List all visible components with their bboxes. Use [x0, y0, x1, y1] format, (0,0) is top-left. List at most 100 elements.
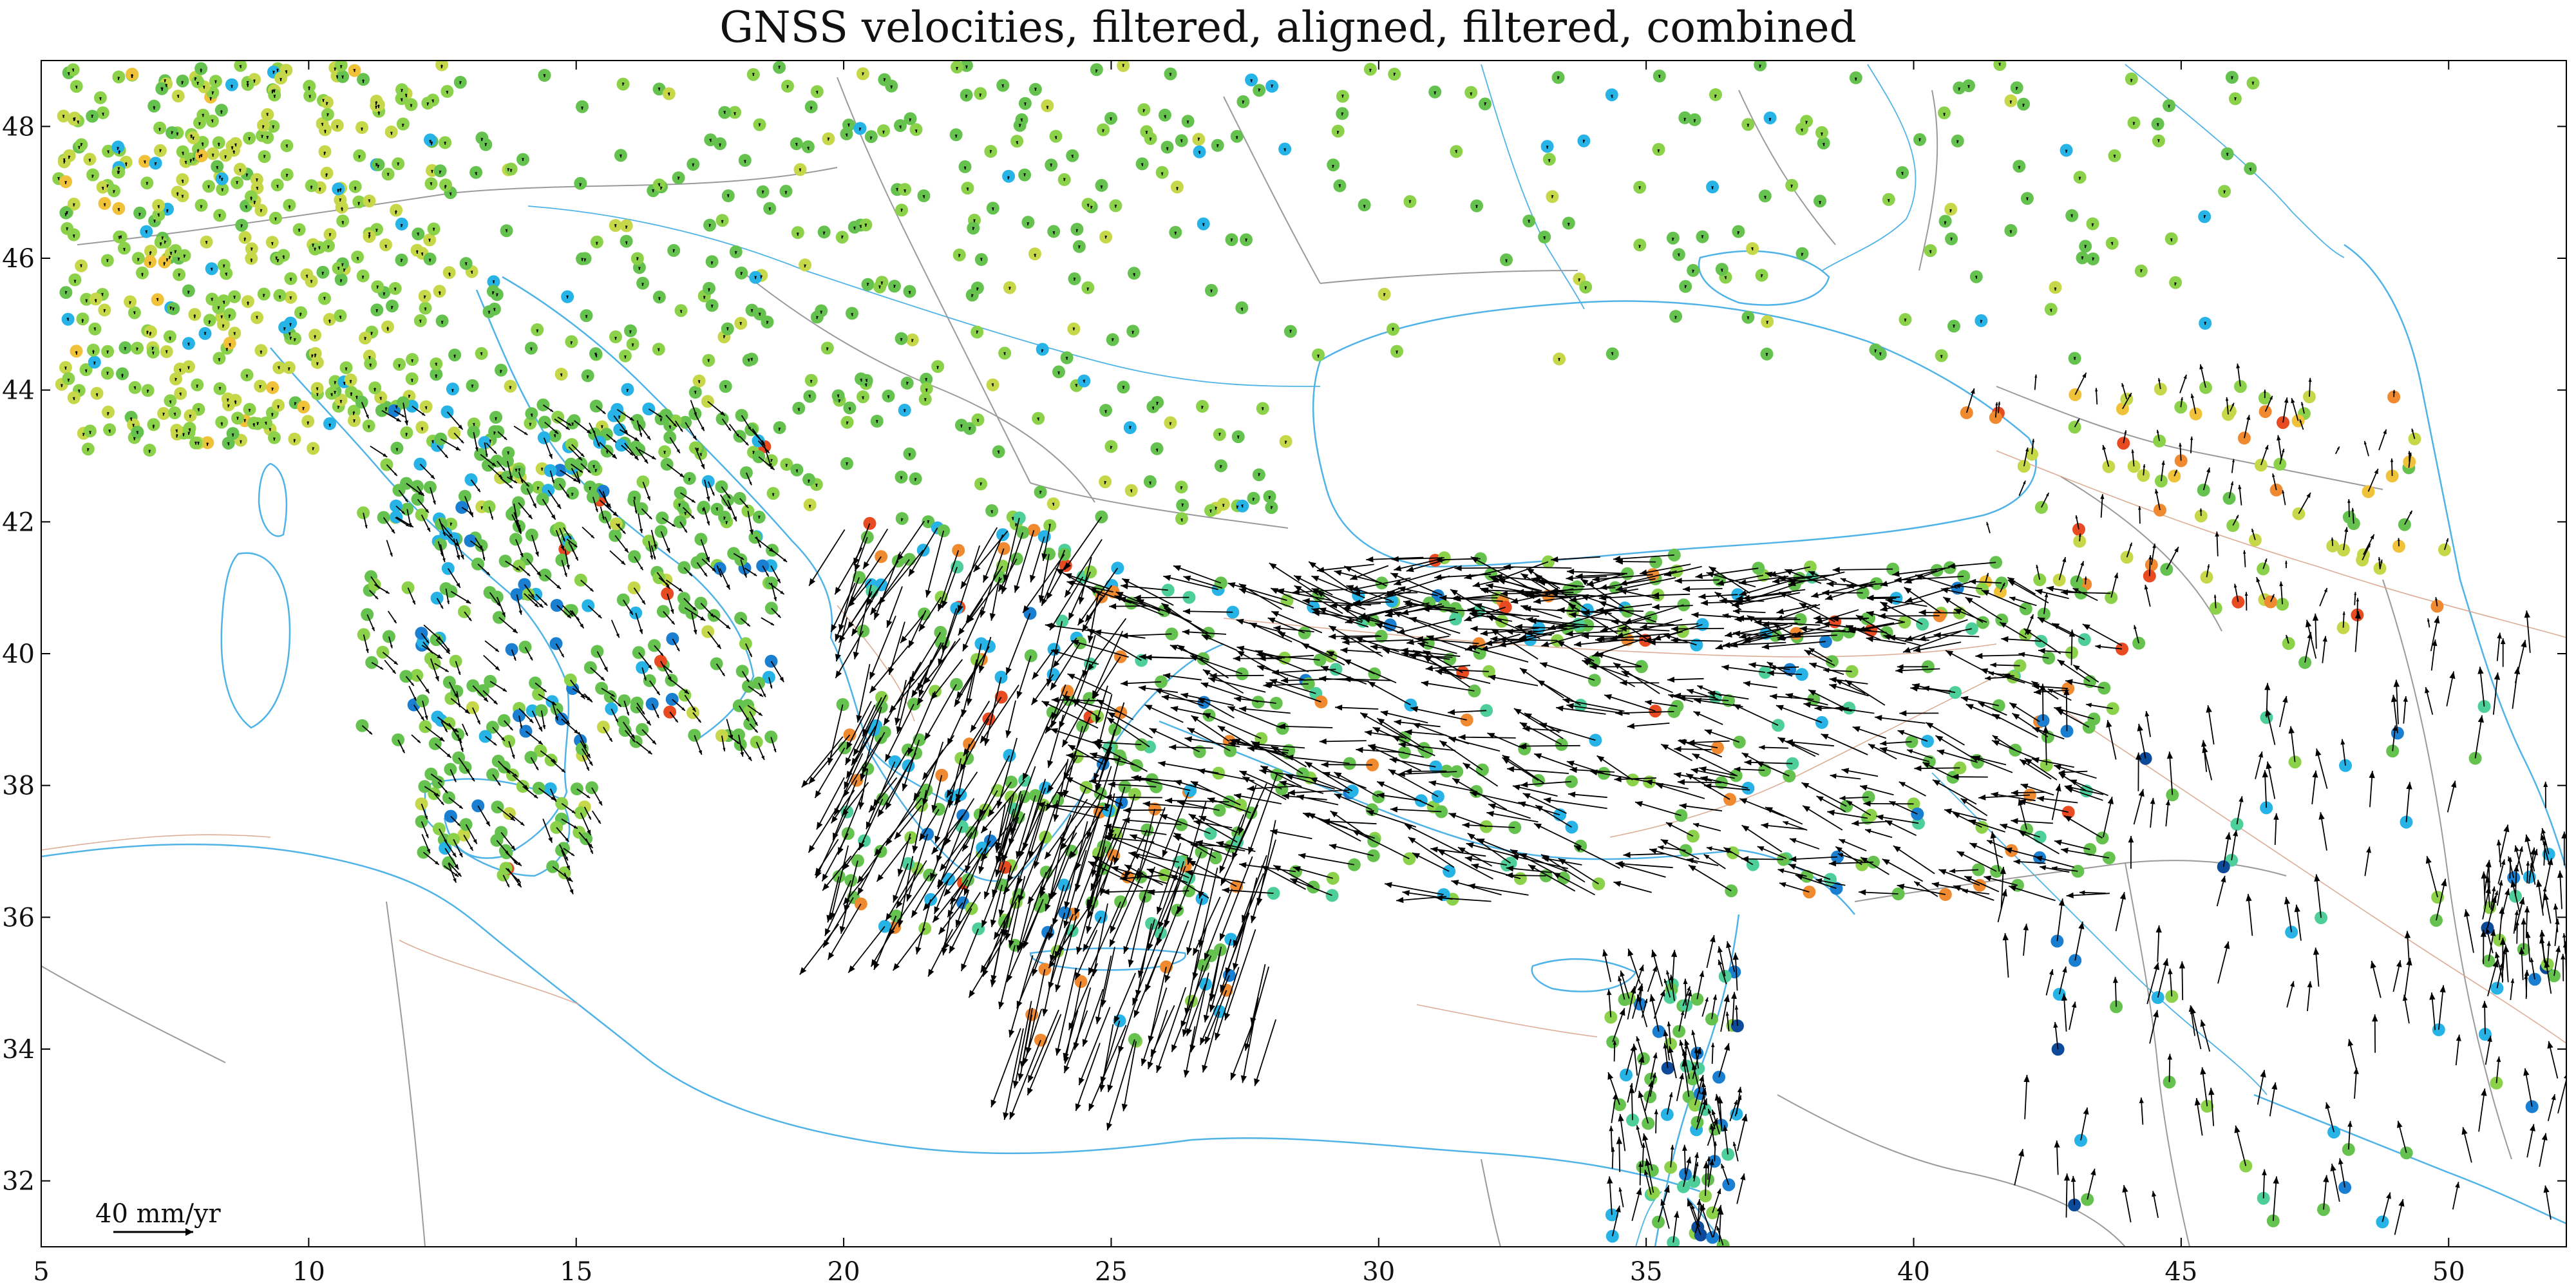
velocity-arrow	[1841, 768, 1879, 777]
velocity-arrow	[582, 526, 595, 539]
velocity-arrow	[1298, 853, 1354, 866]
velocity-arrow	[2243, 550, 2246, 567]
velocity-arrow	[1674, 578, 1719, 584]
velocity-arrow	[761, 617, 775, 626]
y-tick-label: 34	[2, 1035, 35, 1065]
velocity-arrow	[416, 675, 430, 694]
coastline-corsica	[258, 462, 288, 537]
velocity-arrow	[1631, 1043, 1638, 1076]
velocity-arrow	[1250, 964, 1266, 1025]
velocity-arrow	[2519, 947, 2525, 981]
velocity-arrow	[2157, 958, 2169, 998]
fault-line	[399, 940, 580, 1005]
x-tick-label: 20	[828, 1257, 860, 1287]
coastline-cyprus	[1531, 958, 1637, 992]
velocity-arrow	[1883, 634, 1921, 647]
scale-bar: 40 mm/yr	[95, 1199, 222, 1236]
velocity-arrow	[1649, 994, 1660, 1032]
velocity-arrow	[707, 401, 726, 416]
velocity-arrow	[814, 747, 846, 799]
velocity-arrow	[1219, 856, 1253, 942]
velocity-arrow	[2557, 870, 2564, 909]
velocity-arrow	[498, 617, 518, 634]
velocity-arrow	[2000, 823, 2040, 838]
velocity-arrow	[1984, 875, 2018, 886]
velocity-arrow	[2063, 688, 2070, 732]
velocity-arrow	[2353, 1067, 2359, 1099]
border-line	[1030, 482, 1289, 529]
velocity-arrow	[2403, 696, 2408, 724]
velocity-arrow	[2539, 1133, 2548, 1167]
velocity-arrow	[1320, 665, 1367, 685]
velocity-arrow	[998, 945, 1016, 1010]
velocity-arrow	[1198, 815, 1238, 833]
velocity-arrow	[2402, 994, 2410, 1024]
velocity-arrow	[1874, 715, 1926, 724]
velocity-arrow	[2011, 818, 2053, 824]
velocity-arrow	[2144, 584, 2151, 607]
velocity-arrow	[1030, 536, 1045, 583]
velocity-arrow	[1893, 845, 1935, 875]
coastline-persian-gulf	[2253, 1094, 2566, 1225]
y-tick-label: 48	[2, 112, 35, 142]
velocity-arrow	[1677, 779, 1721, 785]
velocity-arrow	[2031, 757, 2074, 768]
fault-layer	[41, 450, 2566, 1044]
velocity-arrow	[808, 529, 846, 587]
velocity-arrow	[1177, 644, 1229, 679]
velocity-arrow	[2315, 748, 2328, 789]
velocity-arrow	[2034, 374, 2038, 390]
velocity-arrow	[2298, 492, 2311, 515]
velocity-arrow	[1139, 654, 1184, 660]
scale-bar-label: 40 mm/yr	[95, 1199, 222, 1229]
velocity-arrow	[1567, 791, 1607, 799]
velocity-arrow	[2369, 770, 2375, 808]
velocity-arrow	[2057, 659, 2090, 682]
velocity-arrow	[590, 667, 605, 681]
velocity-arrow	[2286, 981, 2295, 1008]
velocity-arrow	[1539, 662, 1595, 681]
velocity-arrow	[2145, 710, 2151, 737]
velocity-arrow	[1739, 798, 1785, 817]
velocity-arrow	[1335, 705, 1379, 711]
velocity-arrow	[2318, 812, 2327, 851]
velocity-arrow	[1296, 794, 1339, 806]
border-line	[2125, 862, 2190, 1247]
velocity-arrow	[2354, 592, 2357, 605]
velocity-arrow	[895, 679, 907, 726]
velocity-arrow	[1852, 726, 1887, 739]
velocity-arrow	[822, 897, 854, 948]
velocity-arrow	[2311, 770, 2318, 805]
velocity-arrow	[1618, 1187, 1624, 1208]
velocity-arrow	[2499, 824, 2510, 862]
velocity-arrow	[2128, 835, 2134, 869]
velocity-arrow	[1520, 781, 1572, 788]
velocity-arrow	[2364, 846, 2371, 876]
velocity-arrow	[1016, 656, 1032, 699]
velocity-arrow	[1158, 761, 1219, 774]
velocity-arrow	[1922, 761, 1953, 778]
velocity-arrow	[1864, 829, 1893, 838]
velocity-arrow	[967, 578, 1002, 623]
velocity-arrow	[965, 565, 1003, 623]
velocity-arrow	[2138, 506, 2141, 524]
velocity-arrow	[551, 759, 566, 773]
velocity-arrow	[848, 925, 886, 974]
velocity-arrow	[1914, 765, 1960, 772]
velocity-arrow	[2447, 781, 2457, 813]
velocity-arrow	[1732, 608, 1766, 614]
velocity-arrow	[886, 586, 903, 629]
velocity-arrow	[2526, 1124, 2535, 1158]
velocity-arrow	[1741, 752, 1770, 769]
velocity-arrow	[2231, 459, 2235, 473]
coastline-north-africa	[41, 843, 1701, 1193]
velocity-arrow	[1503, 564, 1572, 570]
velocity-arrow	[2404, 958, 2412, 998]
velocity-arrow	[2133, 789, 2145, 825]
river-dnieper	[1481, 64, 1585, 310]
velocity-arrow	[2282, 490, 2286, 506]
velocity-arrow	[2194, 1097, 2203, 1136]
velocity-arrow	[1692, 822, 1721, 831]
velocity-arrow	[1945, 650, 1984, 672]
